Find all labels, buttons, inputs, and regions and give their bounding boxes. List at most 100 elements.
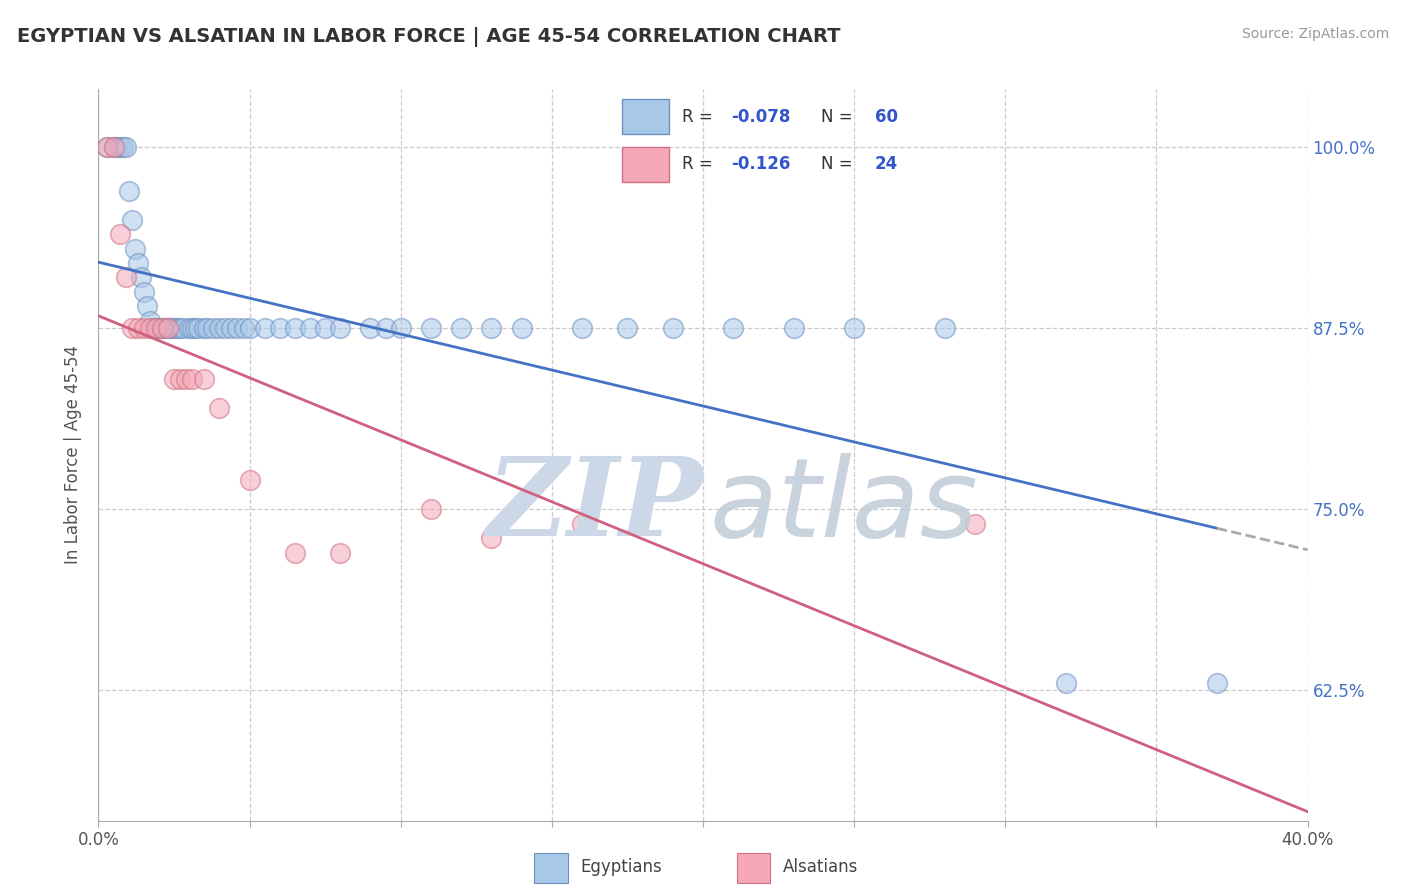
- Point: [420, 321, 443, 335]
- Text: N =: N =: [821, 108, 858, 126]
- Point: [299, 321, 322, 335]
- Point: [420, 502, 443, 516]
- Text: N =: N =: [821, 155, 858, 173]
- Point: [783, 321, 806, 335]
- Point: [105, 140, 128, 154]
- Point: [616, 321, 638, 335]
- Point: [169, 372, 191, 386]
- Point: [202, 321, 225, 335]
- Point: [156, 321, 179, 335]
- Point: [193, 372, 215, 386]
- Point: [181, 372, 204, 386]
- Text: ZIP: ZIP: [486, 452, 703, 560]
- Point: [661, 321, 683, 335]
- Point: [96, 140, 118, 154]
- Point: [172, 321, 194, 335]
- Point: [160, 321, 183, 335]
- Text: EGYPTIAN VS ALSATIAN IN LABOR FORCE | AGE 45-54 CORRELATION CHART: EGYPTIAN VS ALSATIAN IN LABOR FORCE | AG…: [17, 27, 841, 46]
- Point: [135, 300, 157, 314]
- Point: [195, 321, 218, 335]
- Bar: [737, 853, 770, 883]
- Point: [360, 321, 382, 335]
- Point: [181, 321, 204, 335]
- Point: [214, 321, 236, 335]
- Point: [329, 546, 352, 560]
- Point: [284, 546, 307, 560]
- Point: [156, 321, 179, 335]
- Point: [723, 321, 745, 335]
- Point: [124, 242, 146, 256]
- Point: [1206, 676, 1229, 690]
- Point: [132, 285, 155, 299]
- Point: [226, 321, 249, 335]
- Point: [510, 321, 533, 335]
- Point: [96, 140, 118, 154]
- Point: [121, 321, 143, 335]
- Point: [114, 140, 136, 154]
- Point: [221, 321, 243, 335]
- Point: [239, 473, 262, 487]
- FancyBboxPatch shape: [621, 146, 669, 181]
- Point: [145, 321, 167, 335]
- Text: R =: R =: [682, 155, 718, 173]
- Point: [389, 321, 412, 335]
- Point: [269, 321, 291, 335]
- Point: [184, 321, 207, 335]
- Text: R =: R =: [682, 108, 718, 126]
- Point: [329, 321, 352, 335]
- Point: [187, 321, 209, 335]
- Point: [232, 321, 254, 335]
- Point: [150, 321, 173, 335]
- Point: [965, 516, 987, 531]
- Point: [150, 321, 173, 335]
- Point: [844, 321, 866, 335]
- Point: [208, 401, 231, 415]
- Y-axis label: In Labor Force | Age 45-54: In Labor Force | Age 45-54: [65, 345, 83, 565]
- Point: [1054, 676, 1077, 690]
- Point: [174, 372, 197, 386]
- Text: Alsatians: Alsatians: [783, 858, 859, 876]
- Point: [129, 270, 152, 285]
- Point: [163, 321, 186, 335]
- Point: [108, 227, 131, 241]
- Point: [153, 321, 176, 335]
- Point: [169, 321, 191, 335]
- Point: [142, 321, 165, 335]
- Point: [253, 321, 276, 335]
- Text: -0.078: -0.078: [731, 108, 790, 126]
- Point: [111, 140, 134, 154]
- Point: [481, 531, 503, 545]
- Point: [314, 321, 336, 335]
- Text: Egyptians: Egyptians: [581, 858, 662, 876]
- Point: [571, 516, 593, 531]
- Text: atlas: atlas: [709, 452, 977, 559]
- Bar: [534, 853, 568, 883]
- Point: [139, 321, 162, 335]
- Point: [208, 321, 231, 335]
- Point: [118, 184, 141, 198]
- Point: [193, 321, 215, 335]
- Point: [103, 140, 125, 154]
- Point: [121, 212, 143, 227]
- Point: [114, 270, 136, 285]
- Point: [166, 321, 188, 335]
- Point: [132, 321, 155, 335]
- Text: -0.126: -0.126: [731, 155, 790, 173]
- FancyBboxPatch shape: [621, 99, 669, 135]
- Point: [374, 321, 396, 335]
- Point: [163, 372, 186, 386]
- Point: [239, 321, 262, 335]
- Point: [127, 256, 149, 270]
- Point: [108, 140, 131, 154]
- Point: [179, 321, 201, 335]
- Point: [481, 321, 503, 335]
- Point: [571, 321, 593, 335]
- Point: [127, 321, 149, 335]
- Point: [148, 321, 170, 335]
- Point: [145, 321, 167, 335]
- Point: [284, 321, 307, 335]
- Text: 24: 24: [875, 155, 898, 173]
- Text: Source: ZipAtlas.com: Source: ZipAtlas.com: [1241, 27, 1389, 41]
- Point: [103, 140, 125, 154]
- Text: 60: 60: [875, 108, 898, 126]
